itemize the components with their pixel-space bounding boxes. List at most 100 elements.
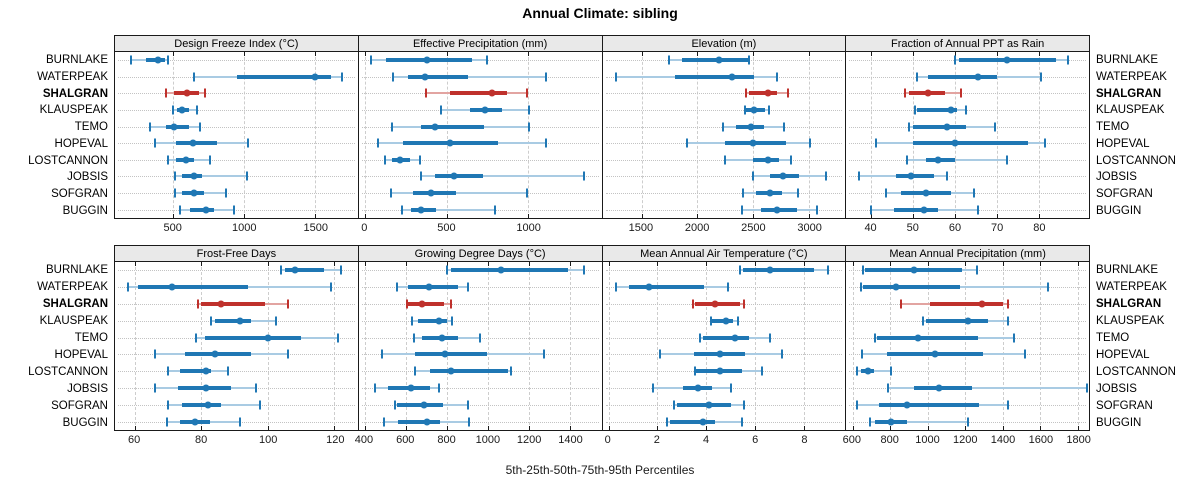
axis-tick-label: 1000	[516, 222, 541, 234]
whisker-cap	[862, 265, 865, 275]
axis-tick-label: 1200	[516, 434, 542, 446]
site-label: TEMO	[1096, 121, 1130, 134]
site-label: BUGGIN	[62, 416, 108, 429]
gridline-vertical	[955, 52, 957, 218]
site-label: HOPEVAL	[1096, 348, 1150, 361]
axis-tick	[134, 426, 136, 430]
axis-tick-label: 60	[127, 434, 141, 446]
median-dot	[922, 189, 930, 197]
median-dot	[417, 206, 425, 214]
whisker-cap	[166, 55, 169, 65]
panel-row: Design Freeze Index (°C) 500 1000 1500 Effec…	[114, 35, 1090, 237]
median-dot	[418, 300, 426, 308]
gridline-vertical	[487, 262, 489, 430]
site-label: SHALGRAN	[42, 87, 108, 100]
whisker-cap	[860, 282, 863, 292]
median-dot	[396, 156, 404, 164]
axis-tick	[1038, 214, 1040, 218]
axis-tick	[955, 52, 957, 56]
whisker-cap	[167, 400, 170, 410]
panel: Fraction of Annual PPT as Rain 40 50 60 70 80	[845, 35, 1090, 237]
gridline-vertical	[267, 262, 269, 430]
percentile-row	[603, 168, 846, 185]
median-dot	[423, 56, 431, 64]
whisker-cap	[196, 105, 199, 115]
axis-tick	[446, 426, 448, 430]
panel-axis: 500 1000 1500	[114, 219, 359, 237]
site-label: LOSTCANNON	[1096, 154, 1176, 167]
whisker-cap	[485, 55, 488, 65]
site-labels-right: BURNLAKE WATERPEAK SHALGRAN KLAUSPEAK TEMO HO…	[1096, 52, 1200, 219]
axis-tick	[528, 52, 530, 56]
percentile-row	[846, 279, 1089, 296]
percentile-row	[846, 396, 1089, 413]
percentile-row	[115, 152, 358, 169]
whisker-cap	[195, 333, 198, 343]
axis-tick	[405, 262, 407, 266]
site-label: KLAUSPEAK	[1096, 104, 1165, 117]
median-dot	[645, 283, 653, 291]
axis-tick	[955, 214, 957, 218]
percentile-row	[359, 296, 602, 313]
whisker-cap	[209, 155, 212, 165]
median-dot	[699, 418, 707, 426]
panel-axis: 40 50 60 70 80	[845, 219, 1090, 237]
axis-tick	[1038, 52, 1040, 56]
gridline-vertical	[697, 52, 699, 218]
whisker-cap	[945, 171, 948, 181]
panel: Design Freeze Index (°C) 500 1000 1500	[114, 35, 359, 237]
percentile-row	[603, 102, 846, 119]
axis-tick-label: 4	[702, 434, 710, 446]
whisker-cap	[374, 383, 377, 393]
chart-title: Annual Climate: sibling	[522, 5, 678, 21]
whisker-cap	[874, 333, 877, 343]
whisker-cap	[1007, 316, 1010, 326]
iqr-bar	[237, 74, 332, 79]
whisker-cap	[977, 205, 980, 215]
row-guideline	[118, 270, 355, 272]
median-dot	[764, 156, 772, 164]
percentile-row	[846, 413, 1089, 430]
whisker-cap	[722, 122, 725, 132]
gridline-vertical	[446, 52, 448, 218]
axis-tick-label: 2500	[741, 222, 766, 234]
median-dot	[920, 206, 928, 214]
whisker-cap	[528, 105, 530, 115]
row-guideline	[118, 93, 355, 95]
axis-tick	[927, 262, 929, 266]
row-guideline	[605, 193, 843, 195]
whisker-cap	[615, 72, 618, 82]
percentile-row	[603, 135, 846, 152]
panel-plot	[601, 262, 847, 431]
axis-tick	[913, 52, 915, 56]
axis-tick	[996, 214, 998, 218]
whisker-cap	[127, 282, 130, 292]
whisker-cap	[748, 55, 751, 65]
axis-tick-label: 2000	[684, 222, 710, 234]
whisker-cap	[468, 417, 471, 427]
median-dot	[291, 266, 299, 274]
site-label: LOSTCANNON	[1096, 365, 1176, 378]
axis-tick	[528, 214, 530, 218]
axis-tick	[365, 52, 367, 56]
whisker-cap	[899, 299, 902, 309]
iqr-bar	[407, 285, 459, 290]
axis-tick	[487, 426, 489, 430]
axis-tick-label: 8	[801, 434, 808, 446]
site-label: LOSTCANNON	[28, 365, 108, 378]
whisker-cap	[1007, 400, 1010, 410]
whisker-cap	[275, 316, 278, 326]
median-dot	[438, 334, 446, 342]
percentile-row	[846, 135, 1089, 152]
gridline-vertical	[996, 52, 998, 218]
iqr-bar	[742, 268, 814, 273]
median-dot	[924, 89, 932, 97]
whisker-line	[906, 158, 1008, 161]
whisker-cap	[395, 282, 398, 292]
percentile-row	[115, 329, 358, 346]
percentile-row	[359, 279, 602, 296]
axis-tick-label: 1000	[475, 434, 501, 446]
whisker-cap	[1046, 282, 1049, 292]
axis-tick-label: 1500	[628, 222, 654, 234]
